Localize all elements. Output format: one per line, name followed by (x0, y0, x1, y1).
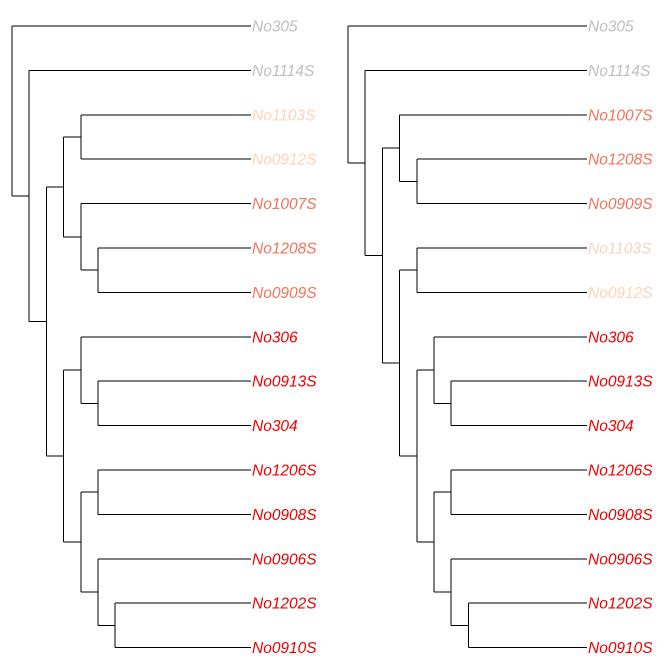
tip-label: No1103S (252, 107, 316, 124)
tip-label: No1208S (252, 241, 317, 258)
tip-label: No0909S (588, 196, 653, 213)
tip-label: No305 (588, 19, 634, 36)
tip-label: No0908S (588, 507, 653, 524)
tip-label: No1202S (588, 596, 653, 613)
tip-label: No1007S (252, 196, 317, 213)
tip-label: No0908S (252, 507, 317, 524)
tip-label: No1208S (588, 152, 653, 169)
tip-label: No1114S (588, 63, 651, 80)
tip-label: No306 (252, 329, 298, 346)
left-tree: No305 No1114S No1103S No0912S No1007S No1208S… (11, 19, 317, 657)
tip-label: No0912S (252, 152, 317, 169)
tip-label: No0909S (252, 285, 317, 302)
tip-label: No0912S (588, 285, 653, 302)
tip-label: No304 (252, 418, 298, 435)
tip-label: No0910S (588, 640, 653, 657)
tip-label: No0906S (252, 551, 317, 568)
tip-label: No0906S (588, 551, 653, 568)
tip-label: No1202S (252, 596, 317, 613)
tip-label: No0913S (252, 374, 317, 391)
tip-label: No1007S (588, 107, 653, 124)
tip-label: No0913S (588, 374, 653, 391)
tip-label: No1114S (252, 63, 315, 80)
tip-label: No1206S (588, 463, 653, 480)
tip-label: No1206S (252, 463, 317, 480)
tip-label: No305 (252, 19, 298, 36)
tip-label: No304 (588, 418, 634, 435)
tip-label: No306 (588, 329, 634, 346)
tip-label: No0910S (252, 640, 317, 657)
tip-label: No1103S (588, 241, 652, 258)
right-tree: No305 No1114S No1007S No1208S No0909S No1103S… (347, 19, 653, 657)
